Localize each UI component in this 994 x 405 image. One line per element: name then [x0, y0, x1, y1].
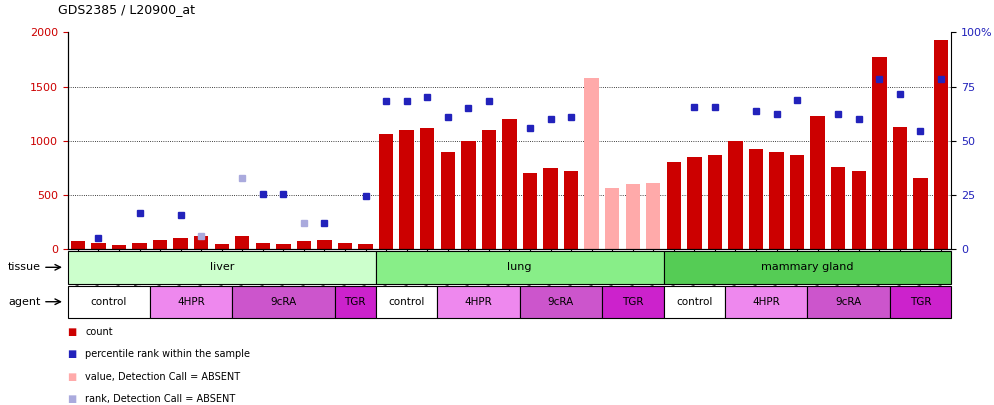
Bar [68, 286, 150, 318]
Bar [893, 127, 908, 249]
Bar [359, 244, 373, 249]
Bar [111, 245, 126, 249]
Text: ■: ■ [68, 372, 77, 382]
Text: 9cRA: 9cRA [835, 297, 862, 307]
Bar [376, 251, 664, 284]
Bar [68, 251, 376, 284]
Text: tissue: tissue [8, 262, 41, 272]
Bar [544, 168, 558, 249]
Bar [235, 236, 249, 249]
Bar [890, 286, 951, 318]
Bar [564, 171, 579, 249]
Bar [748, 149, 763, 249]
Bar [584, 78, 598, 249]
Bar [520, 286, 602, 318]
Bar [461, 141, 475, 249]
Text: TGR: TGR [622, 297, 643, 307]
Bar [437, 286, 520, 318]
Text: 4HPR: 4HPR [177, 297, 205, 307]
Bar [687, 157, 702, 249]
Bar [664, 251, 951, 284]
Text: control: control [90, 297, 127, 307]
Text: 4HPR: 4HPR [465, 297, 492, 307]
Bar [708, 155, 722, 249]
Bar [194, 236, 209, 249]
Text: control: control [676, 297, 713, 307]
Bar [255, 243, 270, 249]
Bar [625, 184, 640, 249]
Text: percentile rank within the sample: percentile rank within the sample [85, 350, 250, 359]
Text: GDS2385 / L20900_at: GDS2385 / L20900_at [58, 3, 195, 16]
Text: ■: ■ [68, 327, 77, 337]
Bar [297, 241, 311, 249]
Text: ■: ■ [68, 350, 77, 359]
Text: 9cRA: 9cRA [270, 297, 296, 307]
Bar [317, 241, 332, 249]
Text: ■: ■ [68, 394, 77, 404]
Bar [379, 134, 394, 249]
Text: TGR: TGR [910, 297, 931, 307]
Bar [667, 162, 681, 249]
Bar [646, 183, 660, 249]
Bar [71, 241, 85, 249]
Bar [852, 171, 866, 249]
Bar [150, 286, 232, 318]
Bar [664, 286, 726, 318]
Bar [440, 151, 455, 249]
Text: control: control [389, 297, 424, 307]
Bar [400, 130, 414, 249]
Bar [872, 58, 887, 249]
Bar [91, 243, 105, 249]
Text: liver: liver [210, 262, 234, 272]
Bar [810, 116, 825, 249]
Text: agent: agent [8, 297, 41, 307]
Bar [769, 151, 784, 249]
Text: lung: lung [508, 262, 532, 272]
Bar [913, 177, 927, 249]
Bar [726, 286, 807, 318]
Bar [376, 286, 437, 318]
Bar [807, 286, 890, 318]
Bar [523, 173, 537, 249]
Bar [790, 155, 804, 249]
Bar [232, 286, 335, 318]
Bar [729, 141, 743, 249]
Bar [420, 128, 434, 249]
Bar [933, 40, 948, 249]
Bar [605, 188, 619, 249]
Bar [173, 238, 188, 249]
Bar [132, 243, 147, 249]
Bar [215, 244, 229, 249]
Text: rank, Detection Call = ABSENT: rank, Detection Call = ABSENT [85, 394, 236, 404]
Bar [831, 167, 846, 249]
Bar [602, 286, 664, 318]
Bar [502, 119, 517, 249]
Text: value, Detection Call = ABSENT: value, Detection Call = ABSENT [85, 372, 241, 382]
Text: 4HPR: 4HPR [752, 297, 780, 307]
Text: mammary gland: mammary gland [761, 262, 854, 272]
Bar [482, 130, 496, 249]
Bar [276, 244, 290, 249]
Text: 9cRA: 9cRA [548, 297, 574, 307]
Text: TGR: TGR [345, 297, 366, 307]
Bar [153, 241, 167, 249]
Text: count: count [85, 327, 113, 337]
Bar [338, 243, 352, 249]
Bar [335, 286, 376, 318]
